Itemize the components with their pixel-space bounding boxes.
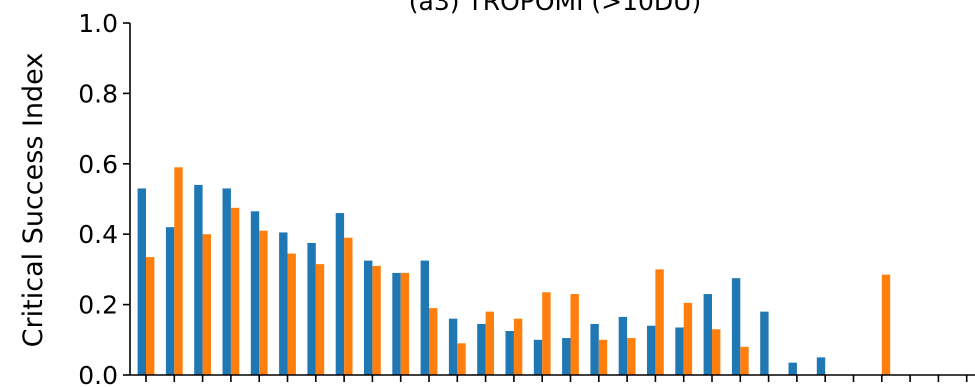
chart-title: (a3) TROPOMI (>10DU) (409, 0, 701, 16)
bar-series-2-cat-11 (429, 308, 438, 375)
bar-series-1-cat-25 (816, 357, 826, 375)
y-axis-label: Critical Success Index (18, 53, 49, 348)
y-tick-label: 0.6 (78, 150, 118, 179)
bar-series-2-cat-18 (627, 338, 636, 375)
y-tick-label: 0.4 (78, 220, 118, 249)
bar-series-2-cat-1 (146, 257, 155, 375)
bar-series-2-cat-17 (598, 339, 608, 375)
bar-series-2-cat-20 (683, 302, 693, 375)
bar-series-1-cat-9 (364, 260, 373, 375)
bar-series-1-cat-22 (731, 278, 741, 375)
bar-series-2-cat-10 (400, 272, 410, 375)
y-tick-label: 0.8 (78, 79, 118, 108)
bar-series-2-cat-14 (513, 318, 523, 375)
bar-series-1-cat-24 (788, 362, 797, 375)
x-axis (130, 374, 975, 382)
bar-series-2-cat-12 (457, 343, 466, 375)
bar-series-1-cat-20 (675, 327, 684, 375)
bar-series-1-cat-4 (222, 188, 231, 375)
bar-series-2-cat-6 (287, 253, 296, 375)
bar-series-1-cat-18 (618, 316, 628, 375)
bar-series-2-cat-22 (740, 346, 749, 375)
bar-series-1-cat-21 (703, 294, 712, 375)
bar-series-2-cat-5 (259, 230, 268, 375)
bar-series-1-cat-14 (505, 331, 514, 375)
y-tick-label: 0.0 (78, 361, 118, 387)
bar-series-2-cat-8 (344, 237, 353, 375)
bar-series-1-cat-1 (137, 188, 146, 375)
bar-series-2-cat-3 (202, 234, 211, 375)
bar-series-1-cat-7 (307, 243, 316, 375)
bar-series-2-cat-15 (542, 292, 551, 375)
bar-series-1-cat-10 (392, 272, 401, 375)
bar-series-1-cat-8 (335, 213, 345, 375)
bar-series-1-cat-2 (165, 227, 175, 375)
bar-series-2-cat-27 (881, 274, 891, 375)
bar-series-1-cat-17 (590, 323, 599, 375)
bar-series-1-cat-12 (448, 318, 458, 375)
bar-series-1-cat-23 (760, 311, 769, 375)
bar-series-1-cat-19 (647, 325, 656, 375)
bar-series-2-cat-19 (655, 269, 664, 375)
y-tick-label: 0.2 (78, 291, 118, 320)
bar-series-1-cat-6 (279, 232, 288, 375)
bar-series-2-cat-2 (174, 167, 183, 375)
bars-group (137, 167, 891, 375)
bar-series-2-cat-9 (372, 265, 381, 375)
bar-series-1-cat-13 (477, 323, 486, 375)
y-tick-label: 1.0 (78, 9, 118, 38)
bar-series-1-cat-11 (420, 260, 429, 375)
bar-series-2-cat-4 (230, 207, 240, 375)
bar-series-1-cat-16 (562, 338, 571, 375)
y-axis: 0.0 0.2 0.4 0.6 0.8 1.0 (78, 9, 131, 387)
bar-series-2-cat-7 (315, 264, 325, 375)
bar-series-1-cat-15 (533, 339, 543, 375)
bar-series-1-cat-5 (250, 211, 260, 375)
bar-series-1-cat-3 (194, 184, 203, 375)
bar-series-2-cat-13 (485, 311, 494, 375)
bar-series-2-cat-21 (712, 329, 721, 375)
bar-series-2-cat-16 (570, 294, 579, 375)
